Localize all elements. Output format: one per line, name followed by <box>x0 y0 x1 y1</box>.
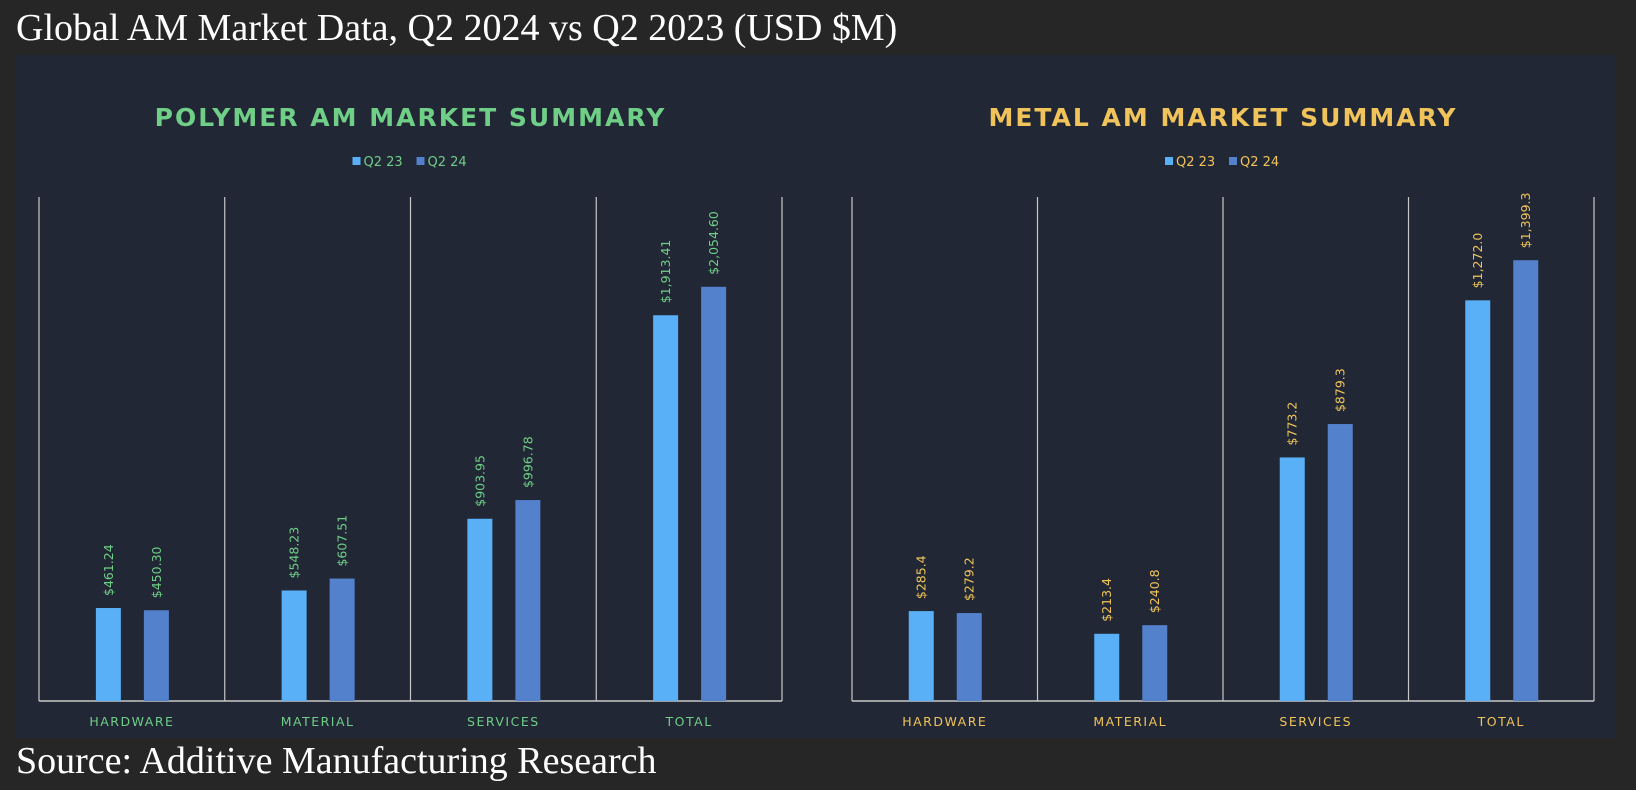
bar-q224 <box>1513 260 1539 701</box>
data-label: $1,272.0 <box>1470 233 1485 289</box>
legend-label: Q2 23 <box>1176 155 1215 170</box>
data-label: $548.23 <box>287 527 302 579</box>
category-label: SERVICES <box>1279 714 1352 729</box>
category-label: MATERIAL <box>1093 714 1167 729</box>
data-label: $213.4 <box>1099 578 1114 622</box>
page-title: Global AM Market Data, Q2 2024 vs Q2 202… <box>16 7 898 49</box>
bar-q223 <box>467 518 493 701</box>
bar-q223 <box>1279 457 1305 701</box>
chart-title: POLYMER AM MARKET SUMMARY <box>155 103 667 132</box>
data-label: $2,054.60 <box>706 211 721 275</box>
data-label: $461.24 <box>101 544 116 596</box>
data-label: $607.51 <box>335 515 350 567</box>
data-label: $879.3 <box>1333 368 1348 412</box>
category-label: HARDWARE <box>89 714 174 729</box>
legend-swatch <box>352 157 361 165</box>
data-label: $279.2 <box>962 557 977 601</box>
data-label: $240.8 <box>1147 569 1162 613</box>
legend-label: Q2 23 <box>364 155 403 170</box>
legend-label: Q2 24 <box>1240 155 1279 170</box>
bar-q224 <box>701 286 727 701</box>
category-label: TOTAL <box>1477 714 1525 729</box>
data-label: $996.78 <box>520 436 535 488</box>
category-label: MATERIAL <box>281 714 355 729</box>
chart-title: METAL AM MARKET SUMMARY <box>988 103 1457 132</box>
data-label: $285.4 <box>914 555 929 599</box>
bar-q224 <box>515 500 541 701</box>
bar-q223 <box>653 315 679 701</box>
bar-q223 <box>1094 633 1120 701</box>
category-label: SERVICES <box>467 714 540 729</box>
bar-q223 <box>95 608 121 701</box>
bar-q224 <box>329 578 355 701</box>
legend-label: Q2 24 <box>428 155 467 170</box>
data-label: $1,913.41 <box>658 240 673 304</box>
source-note: Source: Additive Manufacturing Research <box>16 740 657 782</box>
bar-q224 <box>143 610 169 701</box>
category-label: HARDWARE <box>902 714 987 729</box>
data-label: $450.30 <box>149 546 164 598</box>
bar-q223 <box>908 611 934 701</box>
bar-q224 <box>1142 625 1168 701</box>
data-label: $903.95 <box>472 455 487 507</box>
category-label: TOTAL <box>665 714 713 729</box>
bar-q224 <box>1327 424 1353 701</box>
data-label: $1,399.3 <box>1518 193 1533 249</box>
data-label: $773.2 <box>1285 402 1300 446</box>
bar-q223 <box>281 590 307 701</box>
bar-q224 <box>956 613 982 701</box>
legend-swatch <box>416 157 425 165</box>
legend-swatch <box>1165 157 1173 165</box>
bar-q223 <box>1465 300 1491 701</box>
legend-swatch <box>1229 157 1237 165</box>
